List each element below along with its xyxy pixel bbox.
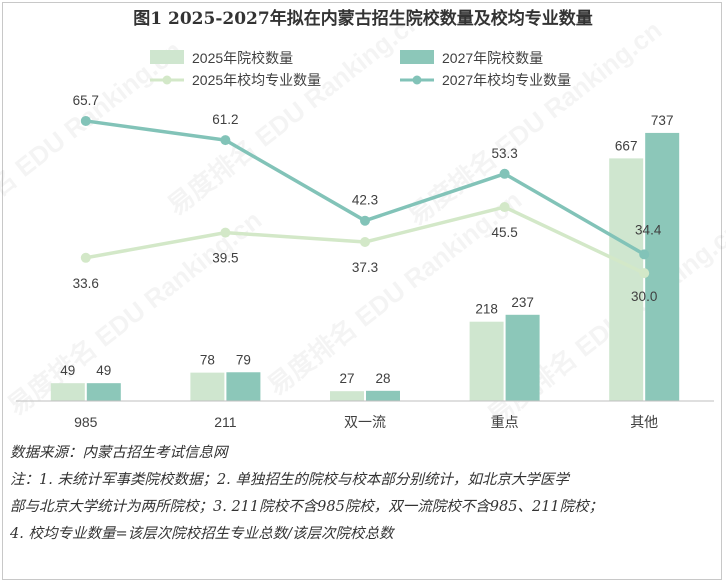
note-line-1: 注：1. 未统计军事类院校数据；2. 单独招生的院校与校本部分别统计，如北京大学… bbox=[10, 472, 569, 488]
bar-value-label: 49 bbox=[60, 363, 75, 378]
bar-value-label: 79 bbox=[236, 352, 251, 367]
watermark-text: 易度排名 EDU Ranking.cn bbox=[0, 35, 187, 252]
legend-swatch bbox=[150, 50, 184, 64]
bar-value-label: 28 bbox=[375, 371, 390, 386]
line-value-label: 33.6 bbox=[73, 276, 99, 291]
line-value-label: 37.3 bbox=[352, 260, 378, 275]
bar bbox=[330, 391, 364, 401]
bar-value-label: 667 bbox=[615, 138, 638, 153]
bar-value-label: 27 bbox=[339, 371, 354, 386]
line-point bbox=[220, 227, 231, 238]
line-point bbox=[80, 252, 91, 263]
bar-value-label: 49 bbox=[96, 363, 111, 378]
line-point bbox=[360, 215, 370, 226]
legend-marker bbox=[162, 75, 172, 85]
bar-value-label: 737 bbox=[651, 113, 674, 128]
x-tick-label: 其他 bbox=[630, 414, 658, 430]
x-tick-label: 985 bbox=[74, 414, 98, 430]
bar bbox=[366, 390, 400, 401]
legend-label: 2025年院校数量 bbox=[192, 50, 293, 66]
bar bbox=[50, 383, 85, 401]
line-value-label: 30.0 bbox=[631, 289, 657, 304]
line-value-label: 42.3 bbox=[352, 193, 378, 208]
line-value-label: 53.3 bbox=[491, 146, 517, 161]
line-point bbox=[499, 202, 510, 213]
source-note: 数据来源：内蒙古招生考试信息网 bbox=[10, 445, 228, 461]
bar bbox=[505, 314, 540, 401]
bar bbox=[86, 383, 121, 401]
bar-value-label: 78 bbox=[200, 353, 215, 368]
line-point bbox=[220, 135, 231, 146]
line-point bbox=[639, 249, 650, 260]
line-point bbox=[80, 115, 91, 126]
line-value-label: 61.2 bbox=[212, 112, 238, 127]
line-value-label: 34.4 bbox=[635, 222, 662, 237]
bar bbox=[609, 158, 644, 401]
legend-marker bbox=[412, 75, 422, 85]
bar-value-label: 218 bbox=[475, 302, 498, 317]
legend-label: 2027年院校数量 bbox=[442, 50, 543, 66]
legend-label: 2027年校均专业数量 bbox=[442, 72, 571, 88]
legend-label: 2025年校均专业数量 bbox=[192, 72, 321, 88]
note-line-2: 部与北京大学统计为两所院校；3. 211院校不含985院校，双一流院校不含985… bbox=[10, 499, 604, 515]
line-value-label: 39.5 bbox=[212, 251, 238, 266]
line-point bbox=[639, 268, 650, 279]
x-tick-label: 211 bbox=[214, 414, 237, 430]
line-value-label: 65.7 bbox=[73, 93, 99, 108]
note-line-3: 4. 校均专业数量=该层次院校招生专业总数/该层次院校总数 bbox=[10, 526, 394, 542]
bar bbox=[469, 321, 504, 401]
bar-value-label: 237 bbox=[511, 295, 534, 310]
line-point bbox=[499, 168, 510, 179]
bar bbox=[190, 372, 225, 401]
chart-title: 图1 2025-2027年拟在内蒙古招生院校数量及校均专业数量 bbox=[133, 8, 592, 29]
bar bbox=[645, 132, 680, 401]
line-point bbox=[360, 237, 370, 248]
chart-notes: 数据来源：内蒙古招生考试信息网 注：1. 未统计军事类院校数据；2. 单独招生的… bbox=[10, 440, 716, 548]
bar bbox=[226, 372, 261, 401]
line-value-label: 45.5 bbox=[491, 225, 517, 240]
watermark-text: 易度排名 EDU Ranking.cn bbox=[162, 5, 427, 222]
x-tick-label: 双一流 bbox=[344, 414, 386, 430]
x-tick-label: 重点 bbox=[491, 414, 519, 430]
legend-swatch bbox=[400, 50, 434, 64]
